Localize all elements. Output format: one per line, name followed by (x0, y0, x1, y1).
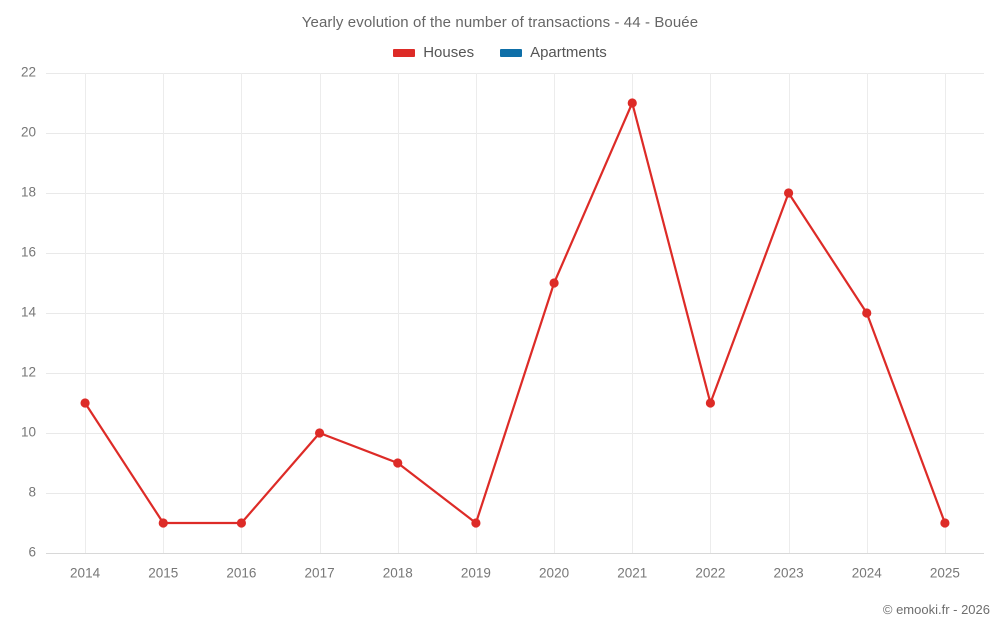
series-line-houses (83, 101, 947, 525)
data-point-marker[interactable] (314, 428, 325, 438)
y-axis-tick-label: 20 (21, 125, 36, 140)
legend-label-houses: Houses (423, 44, 475, 61)
chart-legend: Houses Apartments (0, 44, 1000, 61)
data-point-marker[interactable] (783, 188, 794, 198)
x-axis-tick-label: 2022 (695, 566, 725, 581)
data-point-marker[interactable] (158, 518, 168, 528)
vertical-gridlines (85, 73, 946, 553)
x-axis-tick-label: 2016 (226, 566, 256, 581)
data-point-marker[interactable] (393, 458, 403, 468)
y-axis-tick-label: 12 (21, 365, 36, 380)
data-point-marker[interactable] (940, 518, 950, 528)
x-axis-tick-label: 2015 (148, 566, 178, 581)
copyright-credit: © emooki.fr - 2026 (882, 602, 990, 617)
legend-swatch-apartments (500, 48, 523, 57)
data-point-marker[interactable] (627, 98, 637, 108)
data-series-layer (80, 98, 950, 528)
y-axis-tick-label: 16 (21, 245, 36, 260)
x-axis-tick-label: 2014 (70, 566, 101, 581)
legend-label-apartments: Apartments (530, 44, 607, 61)
legend-item-houses[interactable]: Houses (393, 44, 474, 61)
x-axis-tick-label: 2025 (930, 566, 960, 581)
legend-swatch-houses (393, 48, 416, 57)
horizontal-gridlines (46, 73, 984, 554)
x-axis-tick-label: 2023 (774, 566, 804, 581)
x-axis-tick-label: 2020 (539, 566, 569, 581)
data-point-marker[interactable] (80, 398, 90, 408)
x-axis-tick-label: 2019 (461, 566, 491, 581)
y-axis-tick-label: 14 (21, 305, 37, 320)
x-axis-tick-label: 2021 (617, 566, 647, 581)
chart-title: Yearly evolution of the number of transa… (301, 14, 699, 31)
y-axis-tick-label: 10 (21, 425, 36, 440)
data-point-marker[interactable] (549, 278, 559, 288)
y-axis-tick-label: 22 (21, 65, 36, 80)
data-point-marker[interactable] (236, 518, 247, 528)
y-axis-tick-label: 6 (28, 545, 36, 560)
legend-item-apartments[interactable]: Apartments (500, 44, 607, 61)
data-point-marker[interactable] (471, 518, 481, 528)
x-axis-tick-label: 2018 (383, 566, 413, 581)
data-point-marker[interactable] (862, 308, 872, 318)
x-axis-tick-label: 2017 (305, 566, 335, 581)
y-axis-tick-label: 8 (28, 485, 36, 500)
data-point-marker[interactable] (705, 398, 716, 408)
y-axis-tick-label: 18 (21, 185, 36, 200)
x-axis-tick-labels: 2014 2015 2016 2017 2018 2019 2020 2021 2022 2023… (70, 566, 960, 581)
x-axis-tick-label: 2024 (852, 566, 883, 581)
y-axis-tick-labels: 6 8 10 12 14 16 18 20 22 (21, 65, 37, 560)
